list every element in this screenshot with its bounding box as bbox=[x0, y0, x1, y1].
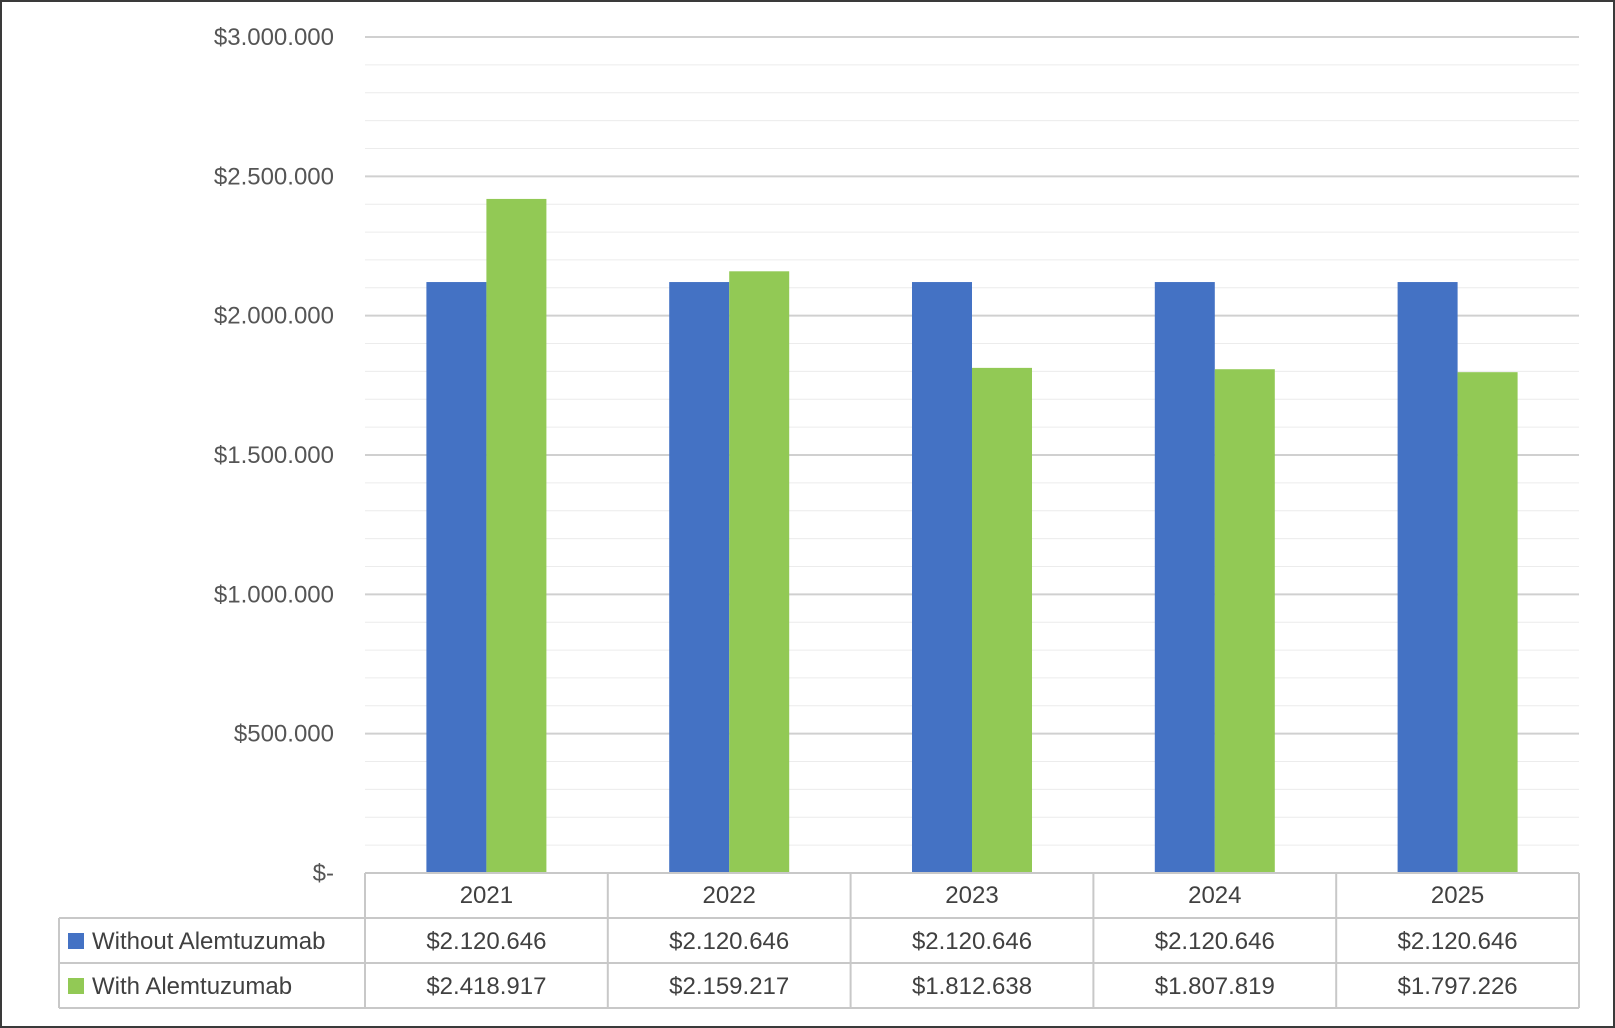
y-tick-label: $500.000 bbox=[234, 721, 334, 748]
bar-with-alemtuzumab-2025 bbox=[1457, 372, 1518, 873]
bar-without-alemtuzumab-2022 bbox=[669, 282, 730, 874]
data-label: $1.812.638 bbox=[912, 973, 1032, 1000]
legend-swatch bbox=[68, 978, 84, 994]
y-tick-label: $1.500.000 bbox=[214, 442, 334, 469]
data-label: $1.797.226 bbox=[1398, 973, 1518, 1000]
data-label: $2.120.646 bbox=[426, 928, 546, 955]
bar-with-alemtuzumab-2021 bbox=[486, 198, 547, 873]
data-label: $2.120.646 bbox=[1155, 928, 1275, 955]
x-category-label: 2024 bbox=[1188, 882, 1241, 909]
data-label: $2.120.646 bbox=[912, 928, 1032, 955]
data-label: $2.120.646 bbox=[669, 928, 789, 955]
y-tick-label: $2.500.000 bbox=[214, 163, 334, 190]
x-category-label: 2023 bbox=[945, 882, 998, 909]
y-tick-label: $1.000.000 bbox=[214, 581, 334, 608]
bar-without-alemtuzumab-2021 bbox=[426, 282, 487, 874]
data-label: $2.120.646 bbox=[1398, 928, 1518, 955]
data-label: $2.159.217 bbox=[669, 973, 789, 1000]
bar-with-alemtuzumab-2023 bbox=[972, 367, 1032, 873]
y-axis-tick-labels: $3.000.000 $2.500.000 $2.000.000 $1.500.000… bbox=[214, 24, 334, 887]
legend-label: With Alemtuzumab bbox=[92, 973, 292, 1000]
data-label: $1.807.819 bbox=[1155, 973, 1275, 1000]
y-tick-label: $3.000.000 bbox=[214, 24, 334, 51]
bar-with-alemtuzumab-2022 bbox=[729, 271, 790, 873]
bar-with-alemtuzumab-2024 bbox=[1214, 369, 1275, 873]
x-category-label: 2022 bbox=[703, 882, 756, 909]
bar-without-alemtuzumab-2023 bbox=[912, 282, 972, 874]
x-category-label: 2025 bbox=[1431, 882, 1484, 909]
y-tick-label: $2.000.000 bbox=[214, 303, 334, 330]
x-category-label: 2021 bbox=[460, 882, 513, 909]
legend-swatch bbox=[68, 933, 84, 949]
y-tick-label: $- bbox=[313, 860, 334, 887]
data-table: 2021 2022 2023 2024 2025 Without Alemtuzumab $… bbox=[58, 872, 1580, 1009]
legend-label: Without Alemtuzumab bbox=[92, 928, 325, 955]
bar-without-alemtuzumab-2024 bbox=[1154, 282, 1215, 874]
data-label: $2.418.917 bbox=[426, 973, 546, 1000]
bar-without-alemtuzumab-2025 bbox=[1397, 282, 1458, 874]
bar-series bbox=[426, 198, 1518, 874]
